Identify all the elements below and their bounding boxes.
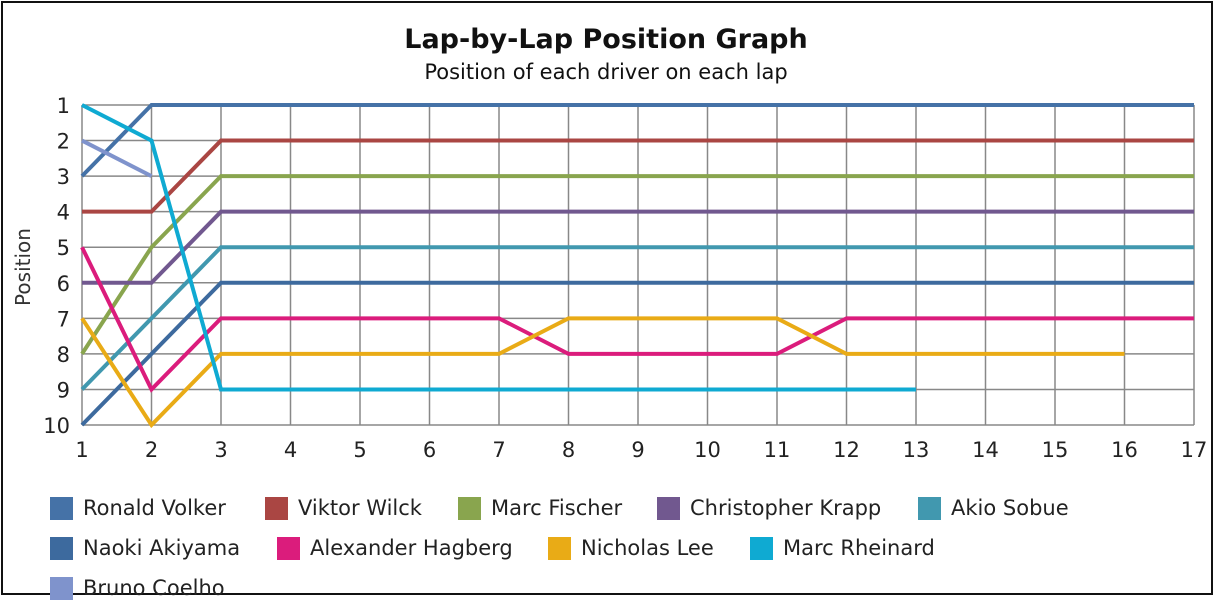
x-tick-label: 10 — [694, 438, 721, 462]
legend-item[interactable]: Naoki Akiyama — [50, 534, 240, 562]
legend-swatch — [50, 496, 73, 520]
legend-swatch — [548, 536, 571, 560]
series-line — [80, 245, 1194, 391]
legend-swatch — [750, 536, 773, 560]
legend-swatch — [50, 576, 73, 600]
legend-label: Christopher Krapp — [690, 496, 882, 520]
series-line — [82, 138, 1194, 214]
y-tick-label: 1 — [57, 94, 70, 118]
legend-swatch — [277, 536, 300, 560]
series-line — [80, 316, 1125, 429]
legend-item[interactable]: Nicholas Lee — [548, 534, 714, 562]
y-tick-label: 3 — [57, 165, 70, 189]
y-tick-label: 7 — [57, 307, 70, 331]
legend-swatch — [657, 496, 680, 520]
legend-label: Bruno Coelho — [83, 576, 225, 600]
legend-swatch — [458, 496, 481, 520]
series-line — [80, 103, 1194, 178]
x-tick-label: 16 — [1111, 438, 1138, 462]
y-axis-label: Position — [11, 228, 35, 306]
series-line — [81, 103, 916, 392]
x-tick-label: 12 — [833, 438, 860, 462]
chart-subtitle: Position of each driver on each lap — [424, 60, 788, 84]
y-tick-label: 4 — [57, 201, 70, 225]
x-tick-label: 3 — [214, 438, 227, 462]
x-tick-label: 17 — [1181, 438, 1208, 462]
legend-label: Naoki Akiyama — [83, 536, 241, 560]
legend-item[interactable]: Bruno Coelho — [50, 574, 225, 602]
legend-item[interactable]: Viktor Wilck — [265, 494, 422, 522]
series-line — [80, 246, 1194, 393]
y-tick-label: 5 — [57, 236, 70, 260]
legend-label: Viktor Wilck — [298, 496, 422, 520]
series-line — [80, 174, 1194, 355]
y-tick-label: 8 — [57, 343, 70, 367]
legend-label: Ronald Volker — [83, 496, 226, 520]
series-line — [80, 280, 1194, 427]
legend-item[interactable]: Marc Fischer — [458, 494, 622, 522]
x-tick-label: 11 — [764, 438, 791, 462]
legend-swatch — [918, 496, 941, 520]
y-tick-label: 6 — [57, 272, 70, 296]
x-tick-label: 14 — [972, 438, 999, 462]
chart-title: Lap-by-Lap Position Graph — [404, 24, 808, 55]
legend-item[interactable]: Akio Sobue — [918, 494, 1069, 522]
x-tick-label: 7 — [492, 438, 505, 462]
legend-item[interactable]: Alexander Hagberg — [277, 534, 513, 562]
legend-label: Marc Fischer — [491, 496, 623, 520]
legend-item[interactable]: Christopher Krapp — [657, 494, 881, 522]
x-tick-label: 15 — [1042, 438, 1069, 462]
x-tick-label: 1 — [75, 438, 88, 462]
x-tick-label: 9 — [631, 438, 644, 462]
x-tick-label: 2 — [145, 438, 158, 462]
legend-item[interactable]: Ronald Volker — [50, 494, 226, 522]
legend-label: Akio Sobue — [951, 496, 1069, 520]
legend-swatch — [265, 496, 288, 520]
legend-label: Marc Rheinard — [783, 536, 935, 560]
y-tick-label: 10 — [43, 414, 70, 438]
legend-label: Nicholas Lee — [581, 536, 714, 560]
legend-label: Alexander Hagberg — [310, 536, 513, 560]
x-tick-label: 13 — [903, 438, 930, 462]
legend-swatch — [50, 536, 73, 560]
y-tick-label: 2 — [57, 130, 70, 154]
x-tick-label: 6 — [423, 438, 436, 462]
series-line — [81, 138, 153, 178]
y-tick-label: 9 — [57, 378, 70, 402]
series-line — [82, 209, 1194, 285]
x-tick-label: 8 — [562, 438, 575, 462]
x-tick-label: 4 — [284, 438, 297, 462]
legend-item[interactable]: Marc Rheinard — [750, 534, 935, 562]
x-tick-label: 5 — [353, 438, 366, 462]
